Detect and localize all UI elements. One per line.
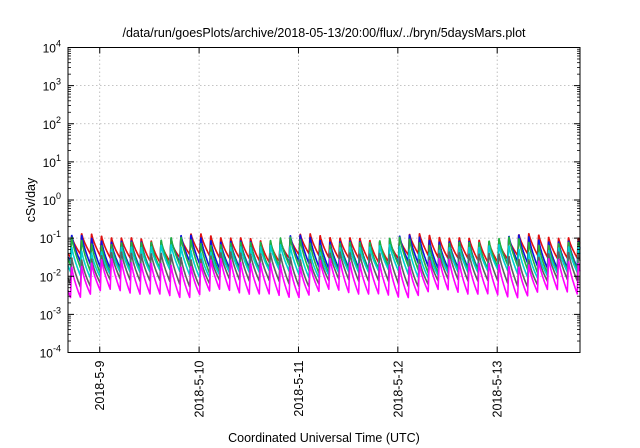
x-tick-label: 2018-5-13: [491, 360, 505, 417]
y-tick-label: 10-1: [40, 229, 61, 246]
y-tick-label: 10-3: [40, 305, 61, 322]
grid-lines: [68, 47, 580, 353]
x-tick-label: 2018-5-10: [193, 360, 207, 417]
y-axis-label: cSv/day: [24, 177, 38, 222]
series-line: [67, 244, 581, 279]
y-tick-label: 104: [43, 39, 61, 56]
y-axis-ticks: 10-4 10-3 10-2 10-1 100 101 102 103 104: [40, 39, 580, 361]
y-tick-label: 10-2: [40, 267, 61, 284]
series-line: [67, 251, 581, 288]
series-group: [67, 232, 581, 299]
y-tick-label: 102: [43, 115, 61, 132]
y-tick-label: 103: [43, 77, 61, 94]
x-tick-label: 2018-5-11: [292, 360, 306, 416]
x-tick-label: 2018-5-12: [391, 360, 405, 417]
series-line: [67, 236, 581, 275]
y-tick-label: 100: [43, 191, 61, 208]
y-tick-label: 101: [43, 153, 61, 170]
chart-title: /data/run/goesPlots/archive/2018-05-13/2…: [122, 26, 526, 40]
x-axis-ticks: 2018-5-9 2018-5-10 2018-5-11 2018-5-12 2018-…: [93, 47, 505, 418]
y-tick-label: 10-4: [40, 344, 61, 361]
series-line: [67, 257, 581, 299]
x-axis-label: Coordinated Universal Time (UTC): [228, 431, 420, 445]
x-tick-label: 2018-5-9: [93, 360, 107, 410]
